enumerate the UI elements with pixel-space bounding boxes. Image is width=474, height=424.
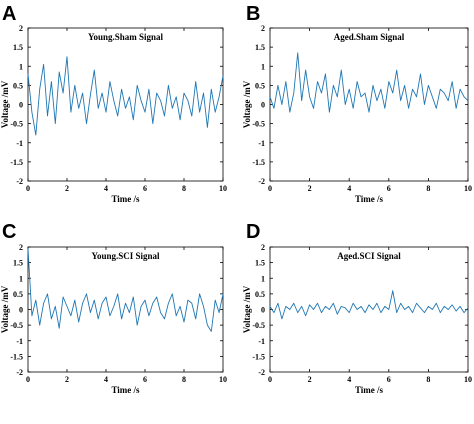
x-tick-label: 10 xyxy=(464,184,472,193)
x-tick-label: 4 xyxy=(347,375,351,384)
chart-title: Young.Sham Signal xyxy=(88,32,164,42)
x-tick-label: 6 xyxy=(387,184,391,193)
x-tick-label: 2 xyxy=(308,375,312,384)
x-tick-label: 10 xyxy=(219,375,227,384)
y-tick-label: -1.5 xyxy=(252,352,265,361)
x-tick-label: 0 xyxy=(268,184,272,193)
y-tick-label: 1 xyxy=(261,62,265,71)
y-tick-label: -1 xyxy=(16,139,23,148)
y-tick-label: -1 xyxy=(258,337,265,346)
x-axis-label: Time /s xyxy=(111,385,140,395)
y-axis-label: Voltage /mV xyxy=(242,285,252,333)
x-axis-label: Time /s xyxy=(355,194,384,204)
y-tick-label: 1 xyxy=(19,274,23,283)
y-tick-label: 0.5 xyxy=(255,290,265,299)
y-tick-label: -2 xyxy=(258,177,265,186)
y-tick-label: -0.5 xyxy=(252,321,265,330)
y-tick-label: 0.5 xyxy=(13,290,23,299)
x-tick-label: 2 xyxy=(308,184,312,193)
x-axis-label: Time /s xyxy=(111,194,140,204)
panel-letter: A xyxy=(2,3,16,25)
chart-panel-a: A Young.Sham Signal -2 -1.5 -1 -0.5 0 0.5 1 1.5 2 0… xyxy=(0,3,227,204)
x-tick-label: 10 xyxy=(464,375,472,384)
y-tick-label: -0.5 xyxy=(10,120,23,129)
y-tick-label: 0.5 xyxy=(13,81,23,90)
x-tick-label: 6 xyxy=(143,184,147,193)
signal-series-line xyxy=(269,290,469,320)
y-tick-label: 1 xyxy=(261,274,265,283)
y-axis-label: Voltage /mV xyxy=(242,80,252,128)
x-tick-label: 8 xyxy=(182,184,186,193)
chart-panel-c: C Young.SCI Signal -2 -1.5 -1 -0.5 0 0.5 1 1.5 2 0 2… xyxy=(0,221,227,395)
y-tick-label: 0 xyxy=(261,101,265,110)
y-tick-label: 2 xyxy=(261,243,265,252)
x-tick-label: 6 xyxy=(143,375,147,384)
x-tick-label: 10 xyxy=(219,184,227,193)
y-tick-label: -0.5 xyxy=(252,120,265,129)
y-tick-label: -2 xyxy=(16,177,23,186)
x-tick-label: 0 xyxy=(26,184,30,193)
y-tick-label: -1.5 xyxy=(10,158,23,167)
signal-series-line xyxy=(27,248,224,332)
y-axis-label: Voltage /mV xyxy=(0,285,10,333)
chart-panel-b: B Aged.Sham Signal -2 -1.5 -1 -0.5 0 0.5 1 1.5 2 0 2… xyxy=(242,3,472,204)
y-tick-label: -2 xyxy=(16,368,23,377)
panel-letter: D xyxy=(246,221,260,243)
y-tick-label: 1.5 xyxy=(255,43,265,52)
y-tick-label: 2 xyxy=(19,243,23,252)
x-tick-label: 4 xyxy=(347,184,351,193)
x-tick-label: 4 xyxy=(104,375,108,384)
x-axis-label: Time /s xyxy=(355,385,384,395)
y-tick-label: -1.5 xyxy=(252,158,265,167)
x-tick-label: 4 xyxy=(104,184,108,193)
signal-series-line xyxy=(27,56,224,136)
y-tick-label: -1 xyxy=(258,139,265,148)
x-tick-label: 2 xyxy=(65,375,69,384)
chart-title: Aged.Sham Signal xyxy=(334,32,405,42)
chart-title: Aged.SCI Signal xyxy=(337,251,401,261)
x-tick-label: 8 xyxy=(182,375,186,384)
y-tick-label: 0 xyxy=(261,306,265,315)
chart-title: Young.SCI Signal xyxy=(91,251,160,261)
y-tick-label: 2 xyxy=(261,24,265,33)
y-tick-label: 1.5 xyxy=(13,259,23,268)
panel-letter: B xyxy=(246,3,260,25)
panel-letter: C xyxy=(2,221,16,243)
x-tick-label: 8 xyxy=(426,184,430,193)
x-tick-label: 6 xyxy=(387,375,391,384)
y-tick-label: 2 xyxy=(19,24,23,33)
chart-panel-d: D Aged.SCI Signal -2 -1.5 -1 -0.5 0 0.5 1 1.5 2 0 2 4… xyxy=(242,221,472,395)
x-tick-label: 8 xyxy=(426,375,430,384)
y-tick-label: 0 xyxy=(19,306,23,315)
y-tick-label: 1.5 xyxy=(13,43,23,52)
y-tick-label: -0.5 xyxy=(10,321,23,330)
y-tick-label: 1 xyxy=(19,62,23,71)
signal-series-line xyxy=(269,52,469,113)
y-tick-label: 0.5 xyxy=(255,81,265,90)
y-tick-label: -1 xyxy=(16,337,23,346)
x-tick-label: 0 xyxy=(26,375,30,384)
y-tick-label: 1.5 xyxy=(255,259,265,268)
x-tick-label: 0 xyxy=(268,375,272,384)
plot-frame xyxy=(27,27,224,182)
plot-frame xyxy=(269,27,469,182)
y-tick-label: -1.5 xyxy=(10,352,23,361)
y-axis-label: Voltage /mV xyxy=(0,80,10,128)
y-tick-label: -2 xyxy=(258,368,265,377)
y-tick-label: 0 xyxy=(19,101,23,110)
x-tick-label: 2 xyxy=(65,184,69,193)
